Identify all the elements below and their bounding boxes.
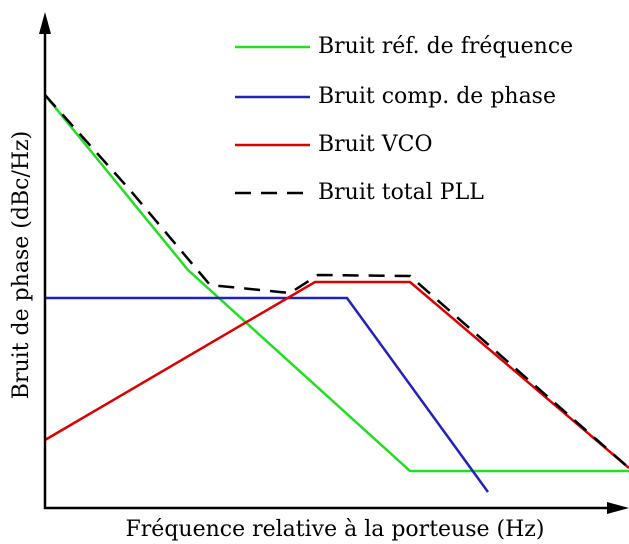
red-curve: [44, 280, 629, 469]
x-arrow: [607, 502, 629, 514]
y-arrow: [39, 12, 51, 34]
blue-curve: [45, 296, 490, 493]
legend-label: Bruit total PLL: [318, 180, 484, 205]
x-axis-label: Fréquence relative à la porteuse (Hz): [126, 517, 545, 542]
total-curve: [44, 94, 629, 469]
y-axis-label: Bruit de phase (dBc/Hz): [9, 131, 34, 399]
legend-label: Bruit réf. de fréquence: [318, 34, 573, 59]
green-curve: [44, 94, 629, 473]
legend-label: Bruit comp. de phase: [318, 84, 556, 109]
legend-label: Bruit VCO: [318, 132, 432, 157]
